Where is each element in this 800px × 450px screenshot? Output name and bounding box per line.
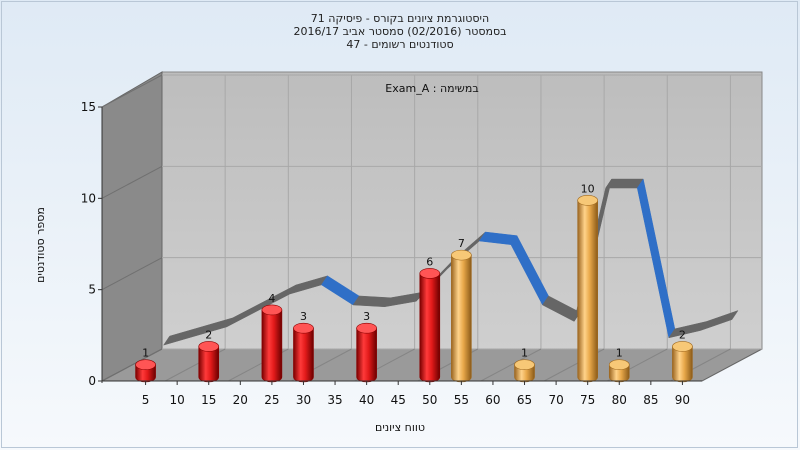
bar-body	[451, 254, 472, 383]
bar-top	[261, 304, 283, 316]
trend-ribbon-segment	[352, 295, 392, 308]
y-tick-label: 0	[88, 374, 96, 388]
x-tick-label: 50	[422, 393, 437, 407]
bar-value-label: 1	[521, 347, 528, 360]
bar-top	[451, 249, 472, 261]
bar-top	[356, 322, 377, 334]
grid-line-y-side	[101, 74, 163, 108]
x-tick-label: 65	[517, 393, 532, 407]
x-tick-label: 25	[264, 393, 279, 407]
bar-top	[135, 359, 156, 371]
bar-top	[514, 359, 535, 371]
bar-top	[577, 195, 598, 206]
y-axis-ticks: 0 5 10 15	[81, 100, 102, 388]
x-tick-label: 75	[580, 393, 595, 407]
bar-top	[672, 341, 693, 352]
bar-top	[419, 268, 441, 279]
x-axis-label: טווח ציונים	[375, 421, 425, 434]
trend-ribbon-segment	[699, 310, 739, 331]
annotation-label: Exam_A : במשימה	[385, 82, 478, 95]
bar-body	[356, 327, 377, 383]
bar-body	[672, 346, 693, 383]
bar-value-label: 10	[581, 182, 595, 195]
bar-25: 4	[261, 292, 283, 383]
x-tick-label: 10	[170, 393, 185, 407]
bar-top	[198, 341, 220, 352]
x-tick-label: 45	[391, 393, 406, 407]
bar-75: 10	[577, 182, 598, 383]
chart-title-line-2: בסמסטר (02/2016) סמסטר אביב 2016/17	[293, 25, 507, 38]
x-tick-label: 35	[327, 393, 342, 407]
bar-value-label: 4	[268, 292, 275, 305]
x-axis-ticks: 5 10 15 20 25 30 35 40 45 50 55 60 65 70 75 80 85 90	[142, 381, 690, 407]
x-tick-label: 15	[201, 393, 216, 407]
x-tick-label: 40	[359, 393, 374, 407]
grid-line-x-floor	[480, 348, 542, 382]
bar-value-label: 2	[205, 328, 212, 341]
left-wall	[101, 71, 163, 382]
bar-body	[577, 200, 598, 383]
axes	[100, 107, 702, 383]
y-tick-label: 15	[81, 100, 96, 114]
x-tick-label: 55	[454, 393, 469, 407]
bar-body	[293, 327, 314, 383]
x-tick-label: 70	[548, 393, 563, 407]
chart-title-line-3: סטודנטים רשומים - 47	[346, 38, 454, 51]
bar-body	[198, 346, 220, 383]
bar-value-label: 6	[426, 255, 433, 268]
x-tick-label: 85	[643, 393, 658, 407]
bar-top	[293, 322, 314, 334]
grid-line-y-side	[101, 348, 163, 382]
x-tick-label: 90	[675, 393, 690, 407]
bar-group: 1 2 4 3 3 6 7 1 10 1 2	[135, 182, 693, 383]
bar-value-label: 3	[363, 310, 370, 323]
x-tick-label: 20	[233, 393, 248, 407]
bar-body	[419, 273, 441, 383]
chart-title-line-1: היסטוגרמת ציונים בקורס - פיסיקה 71	[310, 12, 490, 25]
bar-55: 7	[451, 237, 472, 383]
x-tick-label: 80	[612, 393, 627, 407]
y-tick-label: 5	[88, 283, 96, 297]
x-tick-label: 60	[485, 393, 500, 407]
bar-80: 1	[608, 347, 630, 383]
bar-50: 6	[419, 255, 441, 383]
y-axis-label: מספר סטודנטים	[34, 207, 47, 283]
bar-90: 2	[672, 328, 693, 383]
bar-65: 1	[514, 347, 535, 383]
bar-value-label: 1	[616, 347, 623, 360]
bar-body	[261, 309, 283, 383]
grid-line-y-side	[101, 165, 163, 199]
bar-5: 1	[135, 347, 156, 383]
y-tick-label: 10	[81, 191, 96, 205]
bar-15: 2	[198, 328, 220, 383]
bar-value-label: 2	[679, 328, 686, 341]
bar-top	[608, 359, 630, 371]
bar-30: 3	[293, 310, 314, 383]
trend-ribbon-segment	[605, 178, 644, 189]
bar-value-label: 7	[458, 237, 465, 250]
grid-line-y-side	[101, 257, 163, 291]
x-tick-label: 5	[142, 393, 150, 407]
bar-value-label: 1	[142, 347, 149, 360]
x-tick-label: 30	[296, 393, 311, 407]
bar-value-label: 3	[300, 310, 307, 323]
bar-40: 3	[356, 310, 377, 383]
